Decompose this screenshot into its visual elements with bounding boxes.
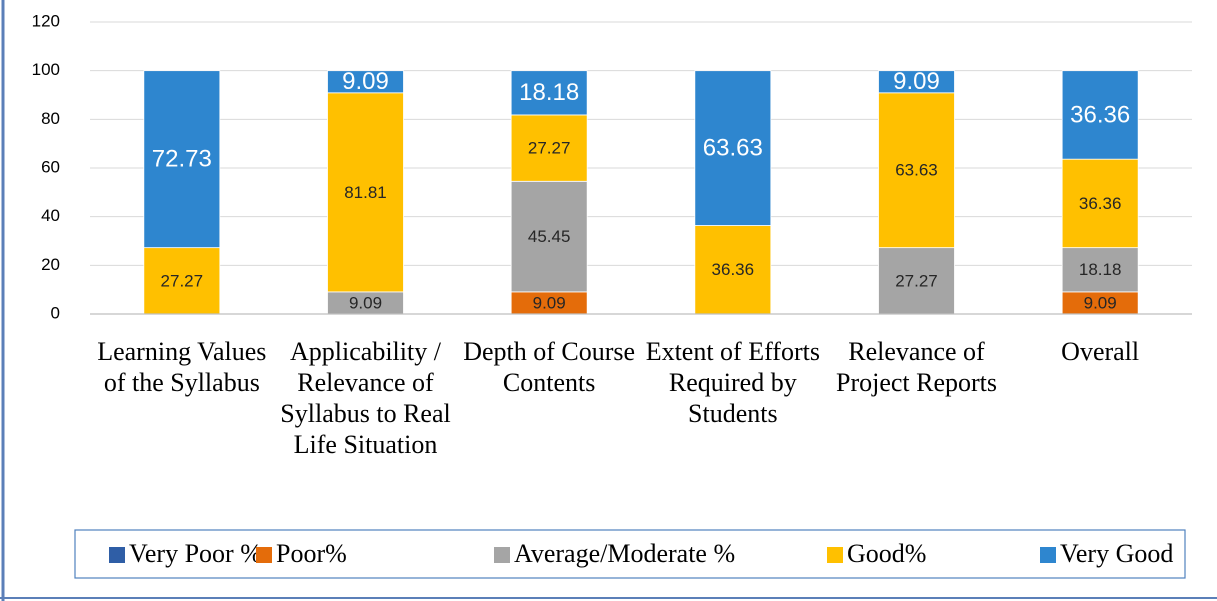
- legend-marker: [494, 547, 510, 563]
- bar-segment: [878, 92, 955, 249]
- data-label: 9.09: [533, 293, 566, 312]
- data-label: 36.36: [1070, 101, 1130, 128]
- bar-segment: [878, 70, 955, 94]
- legend-label: Average/Moderate %: [514, 539, 735, 568]
- data-label: 9.09: [342, 68, 389, 95]
- data-label: 9.09: [893, 68, 940, 95]
- bar-segment: [878, 247, 955, 315]
- data-label: 18.18: [519, 79, 579, 106]
- y-tick-label: 120: [32, 11, 60, 30]
- legend-box: [74, 529, 1186, 579]
- bar-segment: [1061, 70, 1139, 160]
- bar-segment: [694, 70, 772, 226]
- bar-segment: [694, 225, 772, 315]
- y-tick-label: 60: [41, 157, 60, 176]
- bar-segment: [143, 70, 221, 249]
- x-tick-label: Applicability / Relevance of Syllabus to…: [280, 337, 451, 459]
- data-label: 27.27: [895, 271, 938, 290]
- bar-segment: [143, 247, 221, 315]
- bar-segment: [510, 114, 588, 182]
- legend-label: Very Good: [1060, 539, 1173, 568]
- data-label: 27.27: [528, 139, 571, 158]
- x-tick-label: Overall: [1061, 337, 1140, 366]
- data-label: 45.45: [528, 227, 571, 246]
- legend-marker: [256, 547, 272, 563]
- legend-marker: [1040, 547, 1056, 563]
- bar-segment: [327, 70, 404, 94]
- data-label: 36.36: [712, 260, 755, 279]
- data-label: 63.63: [895, 161, 938, 180]
- y-tick-label: 0: [51, 303, 60, 322]
- legend-marker: [109, 547, 125, 563]
- bar-segment: [510, 180, 588, 293]
- legend-marker: [827, 547, 843, 563]
- legend-label: Poor%: [276, 539, 347, 568]
- x-tick-label: Learning Values of the Syllabus: [97, 337, 267, 397]
- legend-label: Good%: [847, 539, 926, 568]
- legend-label: Very Poor %: [129, 539, 262, 568]
- data-label: 63.63: [703, 134, 763, 161]
- bar-segment: [510, 70, 588, 116]
- y-tick-label: 40: [41, 206, 60, 225]
- data-label: 36.36: [1079, 194, 1122, 213]
- y-tick-label: 100: [32, 60, 60, 79]
- x-tick-label: Extent of Efforts Required by Students: [645, 337, 820, 428]
- data-label: 27.27: [161, 271, 204, 290]
- data-label: 9.09: [349, 293, 382, 312]
- y-tick-label: 80: [41, 109, 60, 128]
- bar-segment: [327, 92, 404, 293]
- data-label: 9.09: [1084, 293, 1117, 312]
- data-label: 72.73: [152, 145, 212, 172]
- data-label: 18.18: [1079, 260, 1122, 279]
- x-tick-label: Depth of Course Contents: [463, 337, 636, 397]
- data-label: 81.81: [344, 183, 387, 202]
- y-tick-label: 20: [41, 255, 60, 274]
- x-tick-label: Relevance of Project Reports: [835, 337, 998, 397]
